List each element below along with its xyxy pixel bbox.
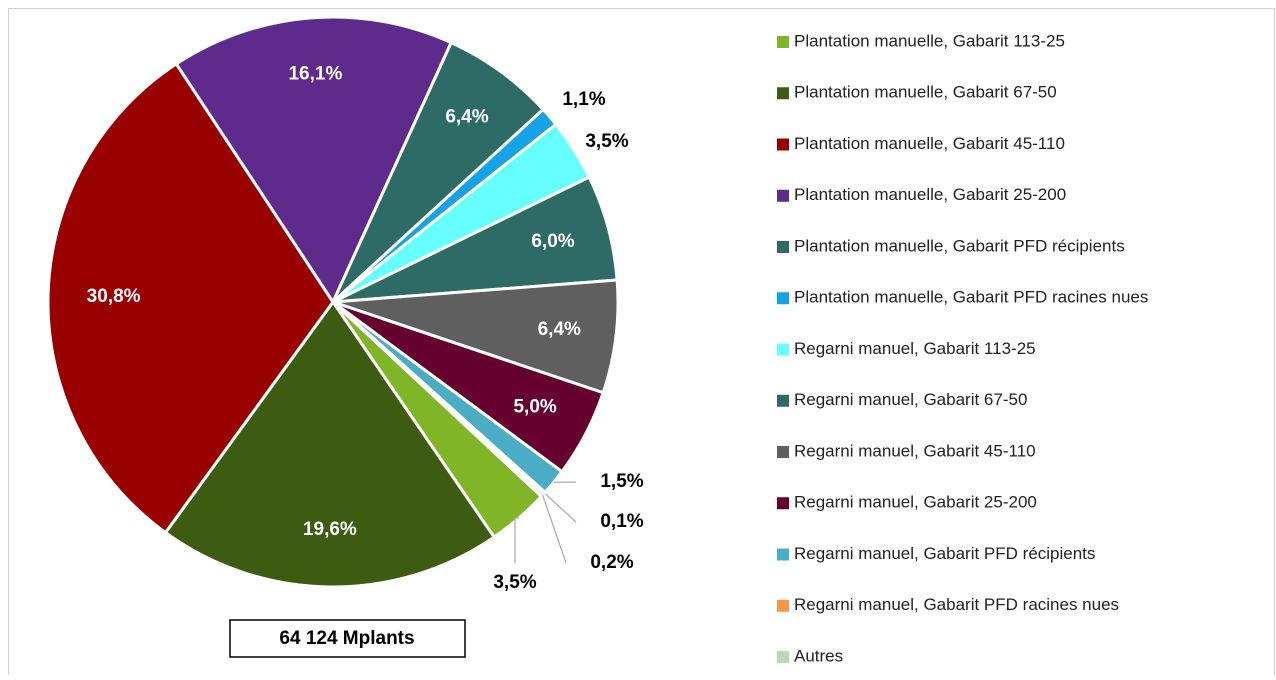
data-label: 19,6%: [303, 519, 357, 540]
legend-label: Plantation manuelle, Gabarit PFD récipie…: [794, 236, 1125, 255]
legend-label: Plantation manuelle, Gabarit PFD racines…: [794, 288, 1148, 307]
legend-swatch: [777, 651, 789, 663]
legend-label: Regarni manuel, Gabarit 113-25: [794, 339, 1036, 358]
legend-swatch: [777, 241, 789, 253]
legend-swatch: [777, 446, 789, 458]
data-label: 5,0%: [513, 396, 556, 417]
legend-swatch: [777, 87, 789, 99]
legend-label: Regarni manuel, Gabarit 45-110: [794, 441, 1036, 460]
data-label: 3,5%: [585, 131, 628, 152]
data-label: 6,4%: [538, 319, 581, 340]
legend-swatch: [777, 497, 789, 509]
data-label: 6,0%: [531, 231, 574, 252]
data-label: 0,1%: [600, 511, 643, 532]
legend-label: Plantation manuelle, Gabarit 67-50: [794, 83, 1057, 102]
legend-label: Regarni manuel, Gabarit 25-200: [794, 493, 1037, 512]
legend-swatch: [777, 36, 789, 48]
legend-label: Autres: [794, 646, 843, 665]
data-label: 6,4%: [445, 107, 488, 128]
leader-line: [515, 518, 519, 563]
legend-label: Plantation manuelle, Gabarit 113-25: [794, 31, 1065, 50]
legend-swatch: [777, 549, 789, 561]
legend-label: Plantation manuelle, Gabarit 45-110: [794, 134, 1065, 153]
data-label: 30,8%: [87, 286, 141, 307]
leader-line: [543, 495, 566, 563]
data-label: 1,1%: [562, 89, 605, 110]
data-label: 16,1%: [288, 64, 342, 85]
legend-label: Plantation manuelle, Gabarit 25-200: [794, 185, 1066, 204]
legend-swatch: [777, 139, 789, 151]
leader-line: [544, 493, 576, 522]
data-label: 0,2%: [590, 552, 633, 573]
legend-label: Regarni manuel, Gabarit PFD racines nues: [794, 595, 1119, 614]
data-label: 3,5%: [493, 572, 536, 593]
legend-swatch: [777, 600, 789, 612]
legend-swatch: [777, 395, 789, 407]
legend-label: Regarni manuel, Gabarit 67-50: [794, 390, 1027, 409]
legend-label: Regarni manuel, Gabarit PFD récipients: [794, 544, 1095, 563]
total-label: 64 124 Mplants: [279, 628, 414, 649]
data-label: 1,5%: [600, 471, 643, 492]
legend-swatch: [777, 344, 789, 356]
legend-swatch: [777, 292, 789, 304]
legend-swatch: [777, 190, 789, 202]
